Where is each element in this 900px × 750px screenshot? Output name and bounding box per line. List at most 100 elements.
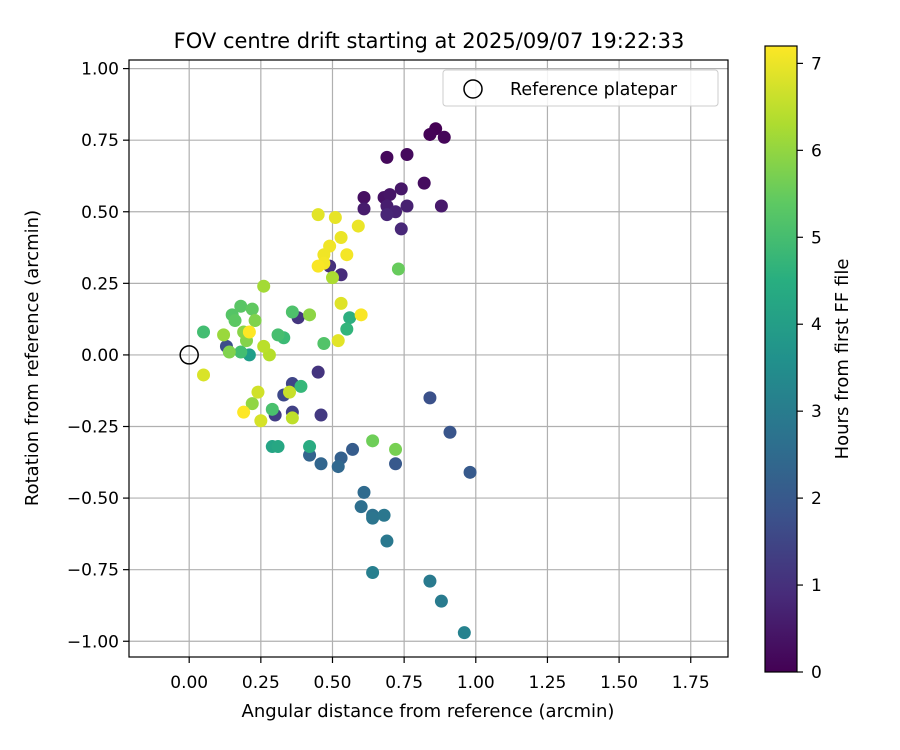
- data-point: [366, 566, 380, 580]
- data-point: [383, 188, 397, 202]
- data-point: [234, 345, 248, 359]
- data-point: [251, 385, 265, 399]
- y-tick-label: 0.25: [81, 274, 119, 294]
- colorbar-ticks: 0 1 2 3 4 5 6 7: [797, 54, 822, 683]
- x-tick-label: 0.25: [242, 673, 280, 693]
- colorbar-tick-label: 1: [811, 576, 822, 596]
- data-point: [285, 411, 299, 425]
- x-tick-label: 1.50: [600, 673, 638, 693]
- colorbar-tick-label: 2: [811, 489, 822, 509]
- data-point: [248, 314, 262, 328]
- data-point: [340, 322, 354, 336]
- x-tick-label: 0.50: [314, 673, 352, 693]
- data-point: [394, 222, 408, 236]
- chart-title: FOV centre drift starting at 2025/09/07 …: [174, 29, 685, 53]
- data-point: [197, 368, 211, 382]
- y-tick-label: 0.00: [81, 346, 119, 366]
- data-point: [391, 262, 405, 276]
- data-point: [351, 219, 365, 233]
- data-point: [354, 500, 368, 514]
- colorbar-tick-label: 7: [811, 54, 822, 74]
- data-point: [257, 279, 271, 293]
- reference-platepar-marker: [179, 345, 199, 365]
- data-point: [237, 405, 251, 419]
- data-point: [380, 534, 394, 548]
- data-point: [265, 402, 279, 416]
- colorbar-tick-label: 4: [811, 315, 822, 335]
- data-point: [377, 508, 391, 522]
- plot-frame: [128, 59, 729, 658]
- x-axis-label: Angular distance from reference (arcmin): [242, 701, 615, 722]
- data-point: [400, 199, 414, 213]
- data-point: [380, 150, 394, 164]
- x-tick-label: 1.75: [672, 673, 710, 693]
- data-point: [285, 305, 299, 319]
- data-point: [234, 299, 248, 313]
- data-point: [380, 208, 394, 222]
- y-tick-label: −1.00: [67, 632, 119, 652]
- data-point: [423, 574, 437, 588]
- data-point: [437, 130, 451, 144]
- data-point: [245, 302, 259, 316]
- legend-label: Reference platepar: [510, 80, 678, 100]
- data-point: [222, 345, 236, 359]
- data-point: [271, 328, 285, 342]
- data-point: [314, 457, 328, 471]
- data-point: [354, 308, 368, 322]
- x-tick-label: 1.00: [457, 673, 495, 693]
- colorbar-tick-label: 3: [811, 402, 822, 422]
- colorbar-tick-label: 6: [811, 141, 822, 161]
- y-tick-label: 0.75: [81, 131, 119, 151]
- data-point: [443, 425, 457, 439]
- colorbar-label: Hours from first FF file: [832, 259, 853, 460]
- y-tick-label: 1.00: [81, 60, 119, 80]
- data-point: [366, 511, 380, 525]
- y-tick-label: 0.50: [81, 203, 119, 223]
- colorbar: 0 1 2 3 4 5 6 7 Hours from first FF file: [764, 45, 853, 683]
- data-point: [197, 325, 211, 339]
- legend: Reference platepar: [442, 69, 719, 107]
- x-tick-label: 1.25: [529, 673, 567, 693]
- data-point: [340, 248, 354, 262]
- data-point: [271, 440, 285, 454]
- data-point: [311, 208, 325, 222]
- data-point: [417, 176, 431, 190]
- data-point: [457, 626, 471, 640]
- data-point: [389, 457, 403, 471]
- data-point: [331, 460, 345, 474]
- data-point: [317, 336, 331, 350]
- data-point: [334, 231, 348, 245]
- y-axis-label: Rotation from reference (arcmin): [22, 210, 43, 506]
- data-point: [434, 199, 448, 213]
- data-point: [228, 314, 242, 328]
- data-point: [423, 391, 437, 405]
- data-point: [389, 442, 403, 456]
- data-point: [328, 210, 342, 224]
- data-point: [311, 259, 325, 273]
- data-point: [343, 311, 357, 325]
- data-point: [254, 414, 268, 428]
- data-point: [346, 442, 360, 456]
- data-point: [334, 296, 348, 310]
- colorbar-tick-label: 0: [811, 663, 822, 683]
- data-point: [282, 385, 296, 399]
- y-tick-label: −0.50: [67, 489, 119, 509]
- y-tick-label: −0.25: [67, 418, 119, 438]
- y-ticks: 1.00 0.75 0.50 0.25 0.00 −0.25 −0.50 −0.75 −1.00: [67, 60, 129, 652]
- data-point: [423, 127, 437, 141]
- data-point: [303, 308, 317, 322]
- data-point: [325, 271, 339, 285]
- data-point: [331, 334, 345, 348]
- data-point: [357, 190, 371, 204]
- colorbar-tick-label: 5: [811, 228, 822, 248]
- x-ticks: 0.00 0.25 0.50 0.75 1.00 1.25 1.50 1.75: [170, 657, 710, 693]
- data-point: [314, 408, 328, 422]
- data-point: [303, 440, 317, 454]
- grid: [129, 60, 728, 657]
- data-point: [242, 325, 256, 339]
- plot-area: [129, 60, 728, 657]
- data-point: [294, 379, 308, 393]
- data-point: [245, 397, 259, 411]
- y-tick-label: −0.75: [67, 561, 119, 581]
